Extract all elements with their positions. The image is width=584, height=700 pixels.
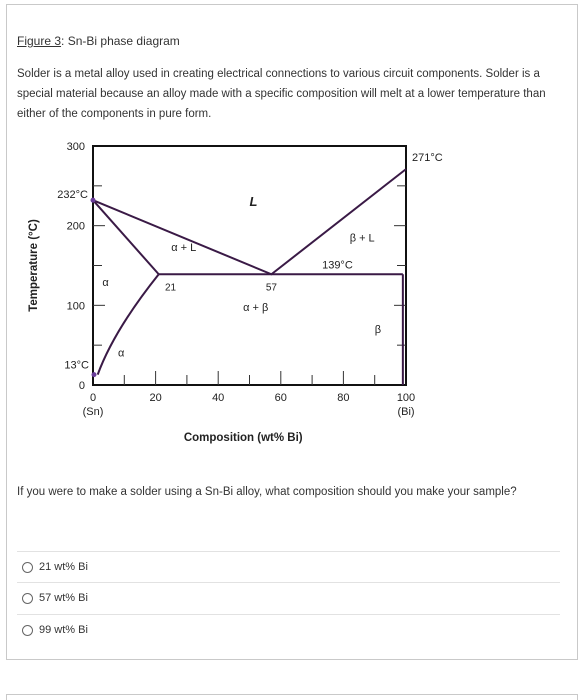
eutectic-composition-21: 21 <box>165 282 177 293</box>
question-text: If you were to make a solder using a Sn-… <box>17 486 517 498</box>
options-divider <box>17 582 560 583</box>
figure-label: Figure 3 <box>17 34 62 48</box>
region-alpha-beta: α + β <box>243 302 268 314</box>
liquidus-line <box>92 168 407 276</box>
y-tick-label: 200 <box>67 221 85 233</box>
figure-heading: Figure 3: Sn-Bi phase diagram <box>17 34 180 48</box>
solidus-line <box>92 199 160 275</box>
question-card <box>6 4 578 660</box>
x-axis-title: Composition (wt% Bi) <box>184 432 303 444</box>
sn-melting-point-marker <box>90 197 96 203</box>
next-card-edge <box>6 694 578 700</box>
tick-marks <box>93 185 406 385</box>
figure-separator: : <box>61 34 65 48</box>
x-tick-label: 80 <box>337 392 349 404</box>
bi-melting-label: 271°C <box>412 152 443 164</box>
eutectic-composition-57: 57 <box>266 282 278 293</box>
x-tick-label: 20 <box>149 392 161 404</box>
x-tick-label: 60 <box>275 392 287 404</box>
option-21[interactable]: 21 wt% Bi <box>22 561 88 573</box>
y-tick-label: 300 <box>67 141 85 153</box>
phase-boundaries <box>90 168 407 385</box>
solubility-point-marker <box>91 372 97 378</box>
region-beta: β <box>375 324 381 336</box>
option-99[interactable]: 99 wt% Bi <box>22 624 88 636</box>
option-57[interactable]: 57 wt% Bi <box>22 592 88 604</box>
option-21-label: 21 wt% Bi <box>39 561 88 573</box>
y-tick-label: 100 <box>67 300 85 312</box>
radio-57[interactable] <box>22 592 33 604</box>
option-99-label: 99 wt% Bi <box>39 624 88 636</box>
x-tick-label: 0 <box>90 392 96 404</box>
eutectic-temp-label: 139°C <box>322 259 353 271</box>
options-divider <box>17 551 560 552</box>
x-tick-sublabel: (Bi) <box>397 406 414 418</box>
sn-melting-label: 232°C <box>57 189 88 201</box>
region-liquid: L <box>250 194 258 209</box>
region-alpha-liquid: α + L <box>171 242 196 254</box>
figure-title: Sn-Bi phase diagram <box>67 34 180 48</box>
intro-paragraph: Solder is a metal alloy used in creating… <box>17 68 546 120</box>
option-57-label: 57 wt% Bi <box>39 592 88 604</box>
y-tick-label: 0 <box>79 380 85 392</box>
solubility-temp-label: 13°C <box>64 360 89 372</box>
radio-99[interactable] <box>22 624 33 636</box>
region-beta-liquid: β + L <box>350 233 375 245</box>
options-divider <box>17 614 560 615</box>
phase-diagram: 0 20 40 60 80 100 (Sn) (Bi) 0 100 200 300 Compositio… <box>28 141 443 444</box>
y-axis-title: Temperature (°C) <box>28 219 40 312</box>
x-tick-label: 100 <box>397 392 415 404</box>
solvus-line <box>96 273 160 375</box>
radio-21[interactable] <box>22 561 33 573</box>
diagram-labels: 0 20 40 60 80 100 (Sn) (Bi) 0 100 200 300 Compositio… <box>28 141 443 444</box>
x-tick-sublabel: (Sn) <box>83 406 104 418</box>
region-alpha-lower: α <box>118 347 125 359</box>
region-alpha: α <box>102 277 109 289</box>
x-tick-label: 40 <box>212 392 224 404</box>
